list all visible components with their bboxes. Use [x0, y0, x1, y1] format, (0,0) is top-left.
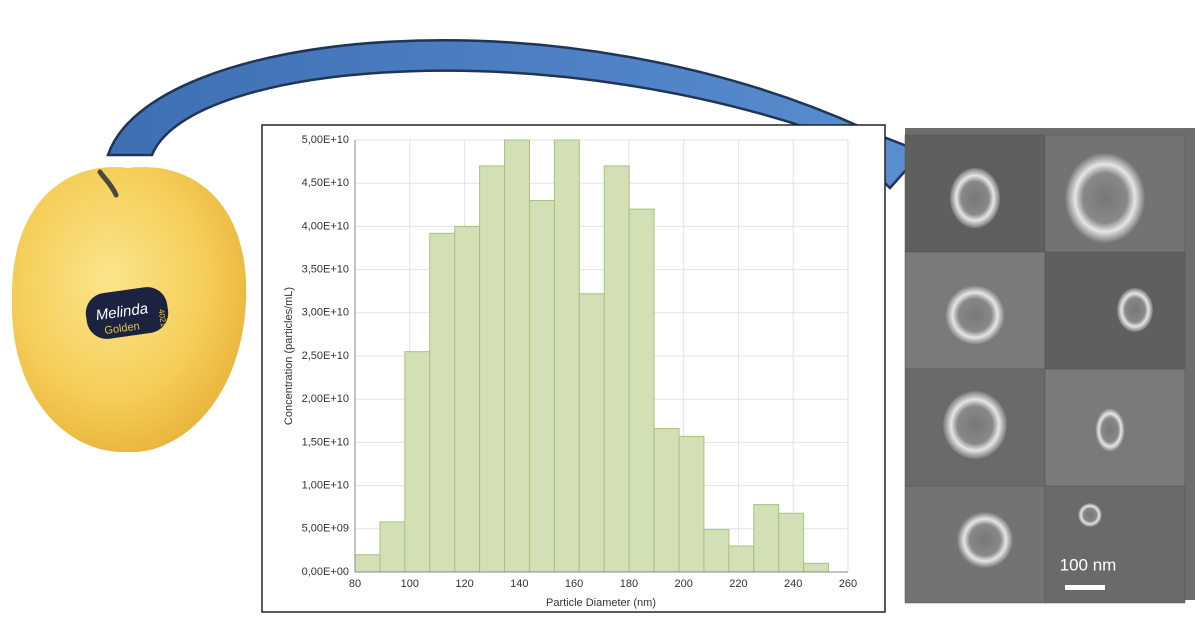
micrograph-tile — [1045, 135, 1185, 252]
vesicle — [1095, 408, 1125, 452]
y-tick-label: 3,50E+10 — [302, 264, 349, 276]
vesicle — [1117, 288, 1153, 332]
x-tick-label: 80 — [349, 578, 361, 590]
y-tick-label: 4,00E+10 — [302, 220, 349, 232]
x-tick-label: 120 — [455, 578, 473, 590]
y-tick-label: 2,50E+10 — [302, 350, 349, 362]
bar — [579, 294, 604, 572]
micrograph-tile — [1045, 252, 1185, 369]
x-tick-label: 180 — [620, 578, 638, 590]
bar — [480, 166, 505, 572]
bar — [505, 140, 530, 572]
bar — [729, 546, 754, 572]
x-tick-label: 160 — [565, 578, 583, 590]
x-tick-label: 240 — [784, 578, 802, 590]
bar — [704, 530, 729, 572]
bar — [604, 166, 629, 572]
y-tick-label: 0,00E+00 — [302, 566, 349, 578]
bar — [430, 233, 455, 572]
scale-bar — [1065, 585, 1105, 590]
apple: Melinda Golden 4021 — [12, 167, 246, 452]
bar — [455, 226, 480, 572]
micrograph-tile — [1045, 369, 1185, 486]
x-tick-label: 260 — [839, 578, 857, 590]
micrograph-tile — [905, 135, 1045, 252]
vesicle — [945, 285, 1005, 345]
bar — [355, 555, 380, 572]
micrograph-tile — [905, 252, 1045, 369]
vesicle — [957, 512, 1013, 568]
micrograph-tile — [905, 486, 1045, 603]
bar — [654, 429, 679, 572]
y-tick-label: 5,00E+10 — [302, 134, 349, 146]
x-tick-label: 200 — [674, 578, 692, 590]
vesicle — [1078, 503, 1102, 527]
vesicle — [950, 168, 1000, 228]
bar — [629, 209, 654, 572]
bar — [679, 436, 704, 572]
tile-bg — [1045, 252, 1185, 369]
x-tick-label: 140 — [510, 578, 528, 590]
x-axis-label: Particle Diameter (nm) — [546, 597, 656, 609]
bar — [380, 522, 405, 572]
bar — [779, 513, 804, 572]
x-tick-label: 220 — [729, 578, 747, 590]
bar — [754, 505, 779, 572]
bar — [804, 563, 829, 572]
y-tick-label: 4,50E+10 — [302, 177, 349, 189]
bar — [554, 140, 579, 572]
bar — [405, 352, 430, 572]
micrograph: 100 nm — [905, 128, 1195, 603]
vesicle — [1065, 153, 1145, 243]
figure: Melinda Golden 4021 Concentration (parti… — [0, 0, 1200, 617]
y-tick-label: 1,00E+10 — [302, 480, 349, 492]
y-tick-label: 5,00E+09 — [302, 523, 349, 535]
y-tick-label: 1,50E+10 — [302, 436, 349, 448]
micrograph-tile — [905, 369, 1045, 486]
bar — [529, 200, 554, 572]
vesicle — [943, 391, 1007, 459]
y-axis-label: Concentration (particles/mL) — [283, 287, 295, 425]
y-tick-label: 2,00E+10 — [302, 393, 349, 405]
y-tick-label: 3,00E+10 — [302, 307, 349, 319]
x-tick-label: 100 — [401, 578, 419, 590]
scale-bar-label: 100 nm — [1060, 555, 1117, 574]
